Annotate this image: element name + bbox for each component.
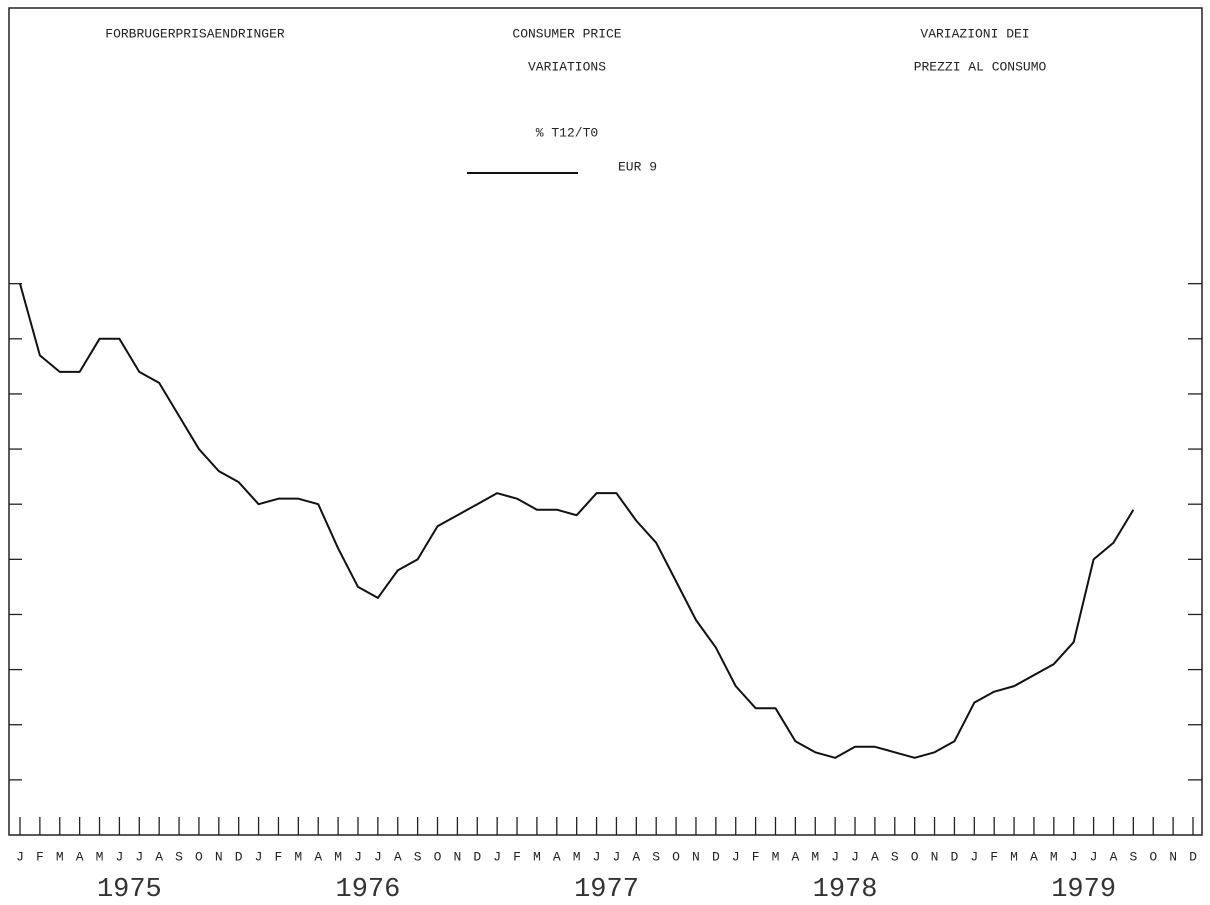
x-tick-label: F	[513, 849, 521, 864]
x-tick-label: M	[772, 849, 780, 864]
title-it: VARIAZIONI DEI	[920, 26, 1029, 41]
x-tick-label: S	[1129, 849, 1137, 864]
x-tick-label: J	[1090, 849, 1098, 864]
x-tick-label: M	[56, 849, 64, 864]
x-tick-label: N	[692, 849, 700, 864]
x-tick-label: S	[175, 849, 183, 864]
x-tick-label: F	[990, 849, 998, 864]
x-tick-label: J	[593, 849, 601, 864]
x-tick-label: S	[891, 849, 899, 864]
x-tick-label: J	[16, 849, 24, 864]
x-tick-label: A	[632, 849, 640, 864]
x-tick-label: A	[553, 849, 561, 864]
x-tick-label: D	[473, 849, 481, 864]
x-tick-label: J	[354, 849, 362, 864]
x-tick-label: O	[672, 849, 680, 864]
x-tick-label: S	[652, 849, 660, 864]
x-tick-label: A	[871, 849, 879, 864]
x-tick-label: N	[453, 849, 461, 864]
x-tick-label: A	[791, 849, 799, 864]
year-label: 1977	[574, 875, 639, 905]
x-tick-label: M	[811, 849, 819, 864]
year-label: 1975	[97, 875, 162, 905]
x-tick-label: M	[294, 849, 302, 864]
x-tick-label: M	[96, 849, 104, 864]
year-label: 1978	[813, 875, 878, 905]
x-tick-label: M	[334, 849, 342, 864]
x-tick-label: J	[116, 849, 124, 864]
x-tick-label: A	[394, 849, 402, 864]
title-da: FORBRUGERPRISAENDRINGER	[105, 26, 285, 41]
series-line	[19, 283, 1135, 759]
title-en: CONSUMER PRICE	[512, 26, 621, 41]
x-tick-label: D	[951, 849, 959, 864]
x-tick-label: M	[1050, 849, 1058, 864]
x-tick-label: O	[195, 849, 203, 864]
year-label: 1979	[1051, 875, 1116, 905]
x-tick-label: A	[314, 849, 322, 864]
x-tick-label: M	[1010, 849, 1018, 864]
x-tick-label: J	[135, 849, 143, 864]
x-tick-label: N	[215, 849, 223, 864]
x-tick-label: F	[36, 849, 44, 864]
x-tick-label: J	[493, 849, 501, 864]
legend-label: EUR 9	[618, 159, 657, 174]
frame	[8, 7, 1203, 836]
x-tick-label: J	[970, 849, 978, 864]
x-tick-label: J	[374, 849, 382, 864]
x-tick-label: O	[434, 849, 442, 864]
x-tick-label: J	[1070, 849, 1078, 864]
subtitle: % T12/T0	[536, 125, 598, 140]
x-tick-label: A	[76, 849, 84, 864]
x-tick-label: D	[235, 849, 243, 864]
x-tick-label: A	[1030, 849, 1038, 864]
x-tick-label: A	[1110, 849, 1118, 864]
title-it: PREZZI AL CONSUMO	[914, 59, 1047, 74]
x-tick-label: D	[1189, 849, 1197, 864]
x-tick-label: O	[911, 849, 919, 864]
x-tick-label: J	[851, 849, 859, 864]
x-tick-label: N	[931, 849, 939, 864]
title-en: VARIATIONS	[528, 59, 606, 74]
x-tick-label: O	[1149, 849, 1157, 864]
x-tick-label: J	[732, 849, 740, 864]
x-tick-label: D	[712, 849, 720, 864]
x-tick-label: F	[275, 849, 283, 864]
x-tick-label: M	[533, 849, 541, 864]
x-tick-label: A	[155, 849, 163, 864]
x-tick-label: J	[613, 849, 621, 864]
x-tick-label: F	[752, 849, 760, 864]
x-tick-label: N	[1169, 849, 1177, 864]
x-tick-label: J	[831, 849, 839, 864]
x-tick-label: S	[414, 849, 422, 864]
x-tick-label: M	[573, 849, 581, 864]
year-label: 1976	[336, 875, 401, 905]
x-tick-label: J	[255, 849, 263, 864]
